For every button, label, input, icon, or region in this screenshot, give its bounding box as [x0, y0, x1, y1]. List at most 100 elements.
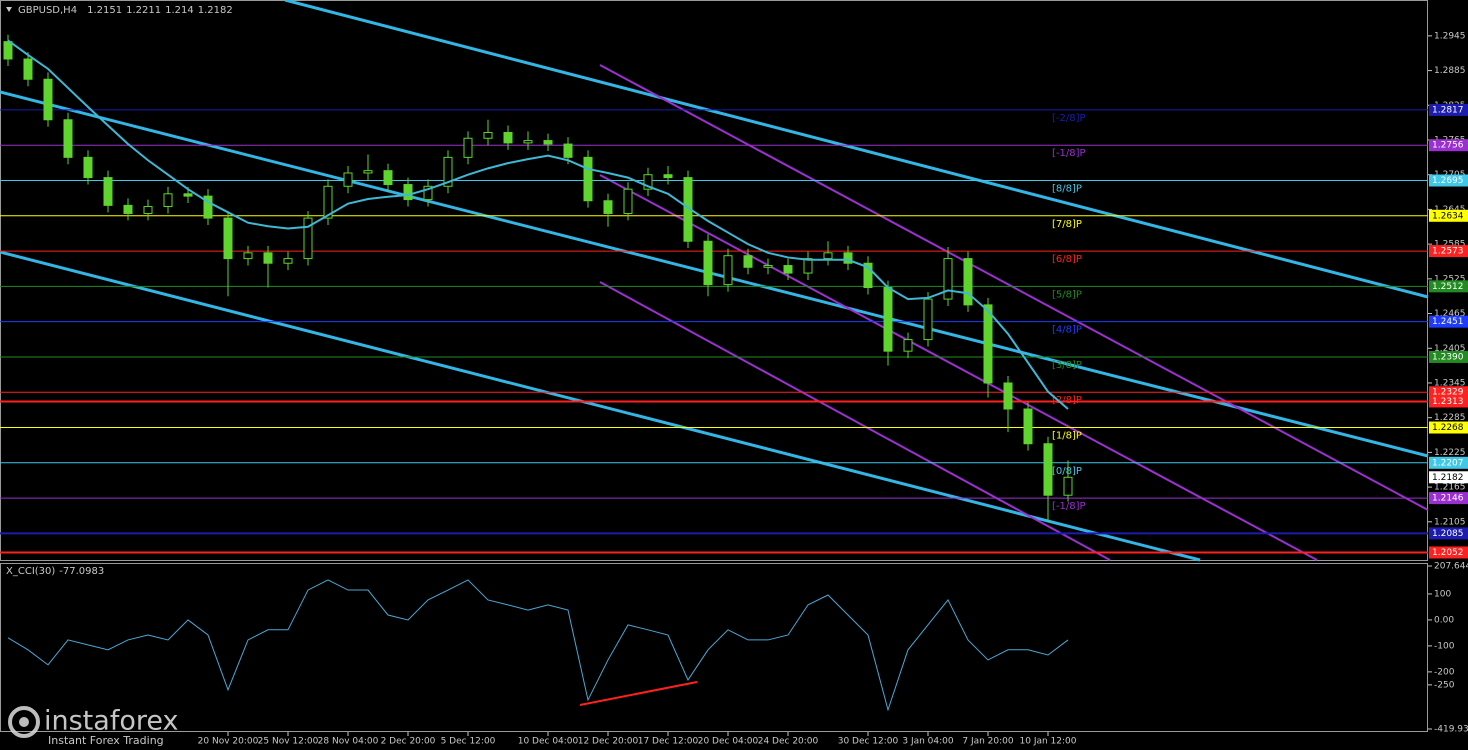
y-tick-label: 0.00 [1434, 615, 1454, 625]
level-price-box [1429, 315, 1468, 328]
cci-line [7, 579, 1069, 712]
candle-body [23, 58, 33, 80]
candle-body [903, 339, 913, 352]
x-tick-label: 20 Dec 04:00 [698, 737, 759, 747]
candle-body [303, 217, 313, 260]
candle-body [123, 204, 133, 214]
candle-body [283, 258, 293, 264]
level-tag: [6/8]P [1052, 254, 1082, 265]
header-ohlc: 1.2151 [87, 5, 122, 16]
y-tick-label: 1.2225 [1434, 448, 1466, 458]
candle-body [183, 193, 193, 197]
candle-body [263, 252, 273, 264]
level-price-label: 1.2146 [1432, 494, 1464, 504]
y-tick-label: 1.2945 [1434, 31, 1466, 41]
header-ohlc: 1.2211 [126, 5, 161, 16]
candle-body [1023, 408, 1033, 445]
y-tick-label: 1.2165 [1434, 483, 1466, 493]
watermark: instaforex Instant Forex Trading [8, 706, 178, 747]
y-tick-label: 100 [1434, 589, 1451, 599]
x-tick-label: 10 Dec 04:00 [518, 737, 579, 747]
candle-body [223, 217, 233, 260]
candle-body [803, 258, 813, 274]
level-price-box [1429, 527, 1468, 540]
logo-icon [8, 706, 40, 738]
y-tick-label: 1.2105 [1434, 517, 1466, 527]
candle-body [723, 255, 733, 286]
level-price-label: 1.2512 [1432, 282, 1464, 292]
brand: instaforex [44, 706, 178, 737]
candle-body [603, 200, 613, 214]
channel-line [0, 90, 1429, 458]
level-price-label: 1.2085 [1432, 529, 1464, 539]
candle-body [923, 298, 933, 341]
channel-line [284, 0, 1429, 299]
y-tick-label: 1.2285 [1434, 413, 1466, 423]
level-price-box [1429, 280, 1468, 293]
level-price-label: 1.2695 [1432, 176, 1464, 186]
candle-body [323, 185, 333, 219]
indicator-title: X_CCI(30) [6, 566, 55, 577]
level-price-label: 1.2634 [1432, 211, 1464, 221]
x-tick-label: 12 Dec 20:00 [578, 737, 639, 747]
candle-body [563, 143, 573, 158]
header-ohlc: 1.2182 [198, 5, 233, 16]
chart-header: GBPUSD,H4 1.2151 1.2211 1.214 1.2182 [18, 5, 233, 16]
level-price-label: 1.2207 [1432, 458, 1464, 468]
y-tick-label: 207.6441 [1434, 562, 1468, 572]
candle-body [643, 174, 653, 190]
candle-body [43, 78, 53, 121]
logo-icon [19, 717, 29, 727]
candle-body [503, 131, 513, 144]
level-tag: [1/8]P [1052, 431, 1082, 442]
channel-line [0, 250, 1201, 562]
x-tick-label: 28 Nov 04:00 [318, 737, 379, 747]
candle-body [423, 185, 433, 201]
y-tick-label: -419.9344 [1434, 725, 1468, 735]
level-price-label: 1.2390 [1432, 352, 1464, 362]
candle-body [883, 287, 893, 352]
y-tick-label: 1.2885 [1434, 66, 1466, 76]
level-tag: [8/8]P [1052, 183, 1082, 194]
level-price-box [1429, 139, 1468, 152]
y-tick-label: -200 [1434, 667, 1455, 677]
candle-body [983, 304, 993, 384]
x-tick-label: 20 Nov 20:00 [198, 737, 259, 747]
indicator-value: -77.0983 [59, 566, 104, 577]
candle-body [743, 255, 753, 268]
cci-panel-frame [0, 563, 1428, 732]
current-price-label: 1.2182 [1432, 473, 1464, 483]
channel-line [599, 281, 1111, 561]
candle-body [663, 174, 673, 179]
level-tag: [3/8]P [1052, 360, 1082, 371]
divergence-line [579, 681, 698, 706]
level-price-box [1429, 245, 1468, 258]
x-tick-label: 25 Nov 12:00 [258, 737, 319, 747]
trend-lines [0, 0, 1429, 706]
moving-average [7, 39, 1069, 410]
x-tick-label: 5 Dec 12:00 [441, 737, 496, 747]
current-price-box [1429, 471, 1468, 484]
level-tag: [-1/8]P [1052, 501, 1086, 512]
candle-body [483, 131, 493, 139]
level-price-box [1429, 456, 1468, 469]
candle-body [863, 262, 873, 289]
y-tick-label: 1.2465 [1434, 309, 1466, 319]
level-price-box [1429, 174, 1468, 187]
candle-body [843, 252, 853, 264]
candle-body [763, 265, 773, 268]
level-tag: [-2/8]P [1052, 113, 1086, 124]
candle-body [3, 41, 13, 60]
level-price-label: 1.2817 [1432, 105, 1464, 115]
candle-body [583, 156, 593, 202]
level-price-label: 1.2329 [1432, 388, 1464, 398]
level-price-label: 1.2451 [1432, 317, 1464, 327]
y-tick-label: 1.2525 [1434, 274, 1466, 284]
level-price-box [1429, 386, 1468, 399]
y-tick-label: -250 [1434, 680, 1455, 690]
candle-body [963, 258, 973, 306]
level-price-box [1429, 209, 1468, 222]
candle-body [203, 195, 213, 219]
y-tick-label: 1.2585 [1434, 240, 1466, 250]
